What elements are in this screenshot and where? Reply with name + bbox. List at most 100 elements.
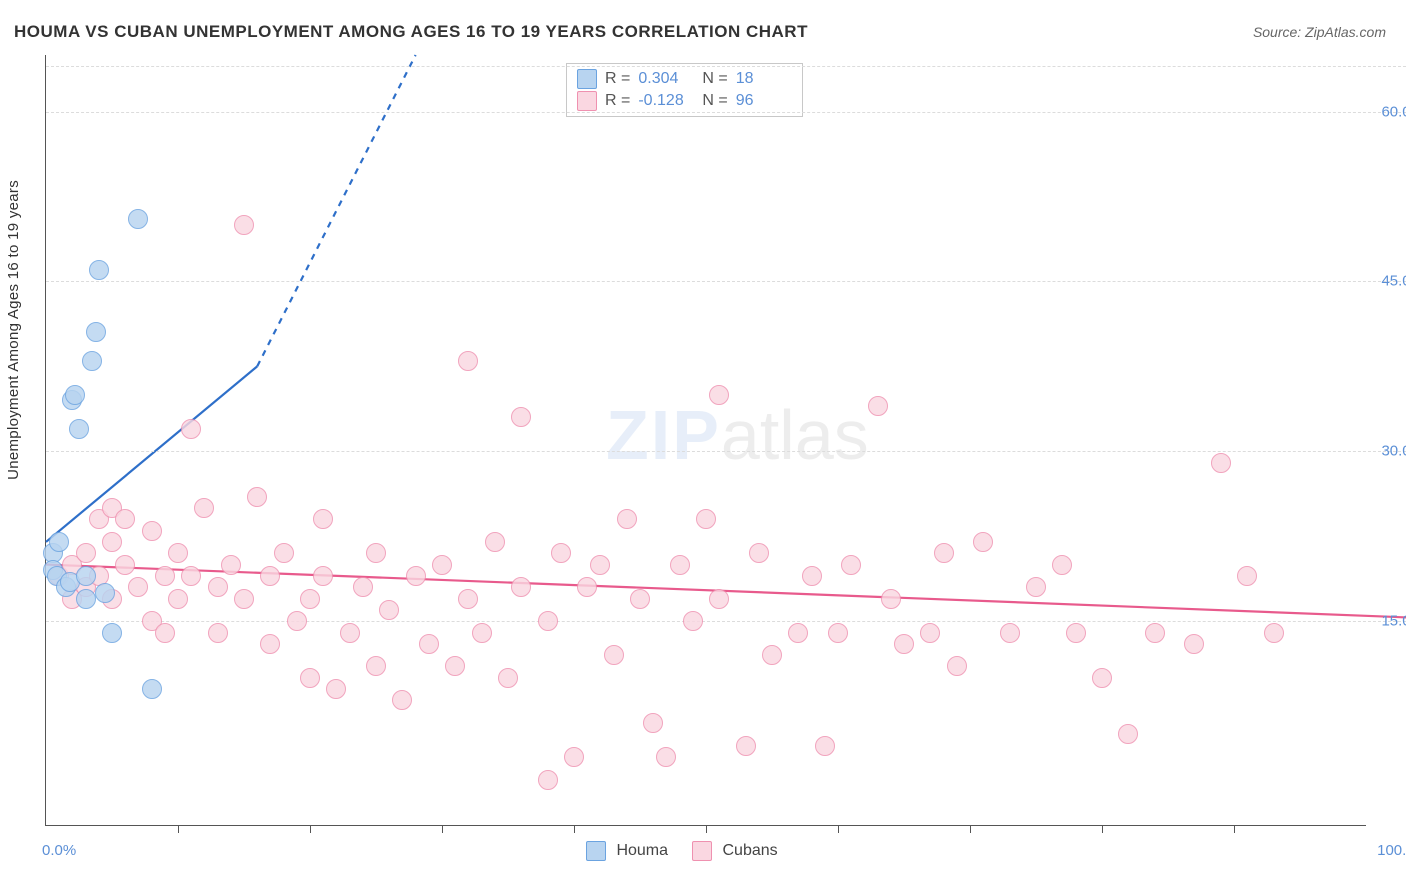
data-point (656, 747, 676, 767)
data-point (155, 623, 175, 643)
data-point (973, 532, 993, 552)
data-point (1092, 668, 1112, 688)
data-point (947, 656, 967, 676)
data-point (551, 543, 571, 563)
data-point (749, 543, 769, 563)
data-point (841, 555, 861, 575)
data-point (102, 623, 122, 643)
legend-bottom: Houma Cubans (586, 841, 778, 861)
legend-row-houma: R = 0.304 N = 18 (577, 68, 792, 90)
x-axis-min-label: 0.0% (42, 842, 76, 859)
data-point (419, 634, 439, 654)
data-point (828, 623, 848, 643)
data-point (538, 611, 558, 631)
data-point (432, 555, 452, 575)
data-point (95, 583, 115, 603)
x-tick (1102, 825, 1103, 833)
legend-item-houma: Houma (586, 841, 668, 861)
data-point (736, 736, 756, 756)
gridline (46, 281, 1406, 282)
data-point (802, 566, 822, 586)
data-point (458, 589, 478, 609)
x-axis-max-label: 100.0% (1377, 842, 1406, 859)
data-point (102, 532, 122, 552)
data-point (511, 407, 531, 427)
trend-lines (46, 55, 1366, 825)
x-tick (838, 825, 839, 833)
x-tick (442, 825, 443, 833)
cubans-n-value: 96 (736, 92, 792, 110)
data-point (458, 351, 478, 371)
data-point (643, 713, 663, 733)
data-point (590, 555, 610, 575)
legend-item-cubans: Cubans (692, 841, 778, 861)
data-point (274, 543, 294, 563)
data-point (155, 566, 175, 586)
data-point (379, 600, 399, 620)
watermark: ZIPatlas (606, 395, 869, 475)
data-point (1145, 623, 1165, 643)
x-tick (310, 825, 311, 833)
data-point (313, 509, 333, 529)
gridline (46, 66, 1406, 67)
data-point (617, 509, 637, 529)
data-point (287, 611, 307, 631)
data-point (577, 577, 597, 597)
data-point (894, 634, 914, 654)
data-point (49, 532, 69, 552)
x-tick (970, 825, 971, 833)
y-tick-label: 60.0% (1381, 103, 1406, 120)
legend-row-cubans: R = -0.128 N = 96 (577, 90, 792, 112)
source-attribution: Source: ZipAtlas.com (1253, 24, 1386, 40)
houma-r-value: 0.304 (638, 70, 694, 88)
y-tick-label: 15.0% (1381, 613, 1406, 630)
houma-swatch (577, 69, 597, 89)
data-point (247, 487, 267, 507)
data-point (194, 498, 214, 518)
data-point (181, 419, 201, 439)
data-point (445, 656, 465, 676)
data-point (128, 577, 148, 597)
data-point (208, 577, 228, 597)
data-point (1237, 566, 1257, 586)
data-point (208, 623, 228, 643)
x-tick (706, 825, 707, 833)
y-axis-label: Unemployment Among Ages 16 to 19 years (5, 180, 22, 480)
data-point (1026, 577, 1046, 597)
data-point (340, 623, 360, 643)
data-point (1264, 623, 1284, 643)
data-point (630, 589, 650, 609)
data-point (538, 770, 558, 790)
data-point (313, 566, 333, 586)
data-point (115, 555, 135, 575)
data-point (142, 521, 162, 541)
data-point (300, 589, 320, 609)
data-point (221, 555, 241, 575)
data-point (76, 543, 96, 563)
data-point (670, 555, 690, 575)
data-point (934, 543, 954, 563)
cubans-swatch (577, 91, 597, 111)
houma-legend-swatch (586, 841, 606, 861)
data-point (326, 679, 346, 699)
data-point (392, 690, 412, 710)
data-point (1118, 724, 1138, 744)
data-point (260, 566, 280, 586)
data-point (564, 747, 584, 767)
data-point (115, 509, 135, 529)
data-point (128, 209, 148, 229)
data-point (485, 532, 505, 552)
data-point (762, 645, 782, 665)
data-point (472, 623, 492, 643)
data-point (1184, 634, 1204, 654)
data-point (881, 589, 901, 609)
data-point (511, 577, 531, 597)
data-point (1066, 623, 1086, 643)
data-point (89, 260, 109, 280)
gridline (46, 112, 1406, 113)
chart-container: HOUMA VS CUBAN UNEMPLOYMENT AMONG AGES 1… (0, 0, 1406, 892)
data-point (1052, 555, 1072, 575)
data-point (920, 623, 940, 643)
data-point (234, 215, 254, 235)
data-point (142, 679, 162, 699)
